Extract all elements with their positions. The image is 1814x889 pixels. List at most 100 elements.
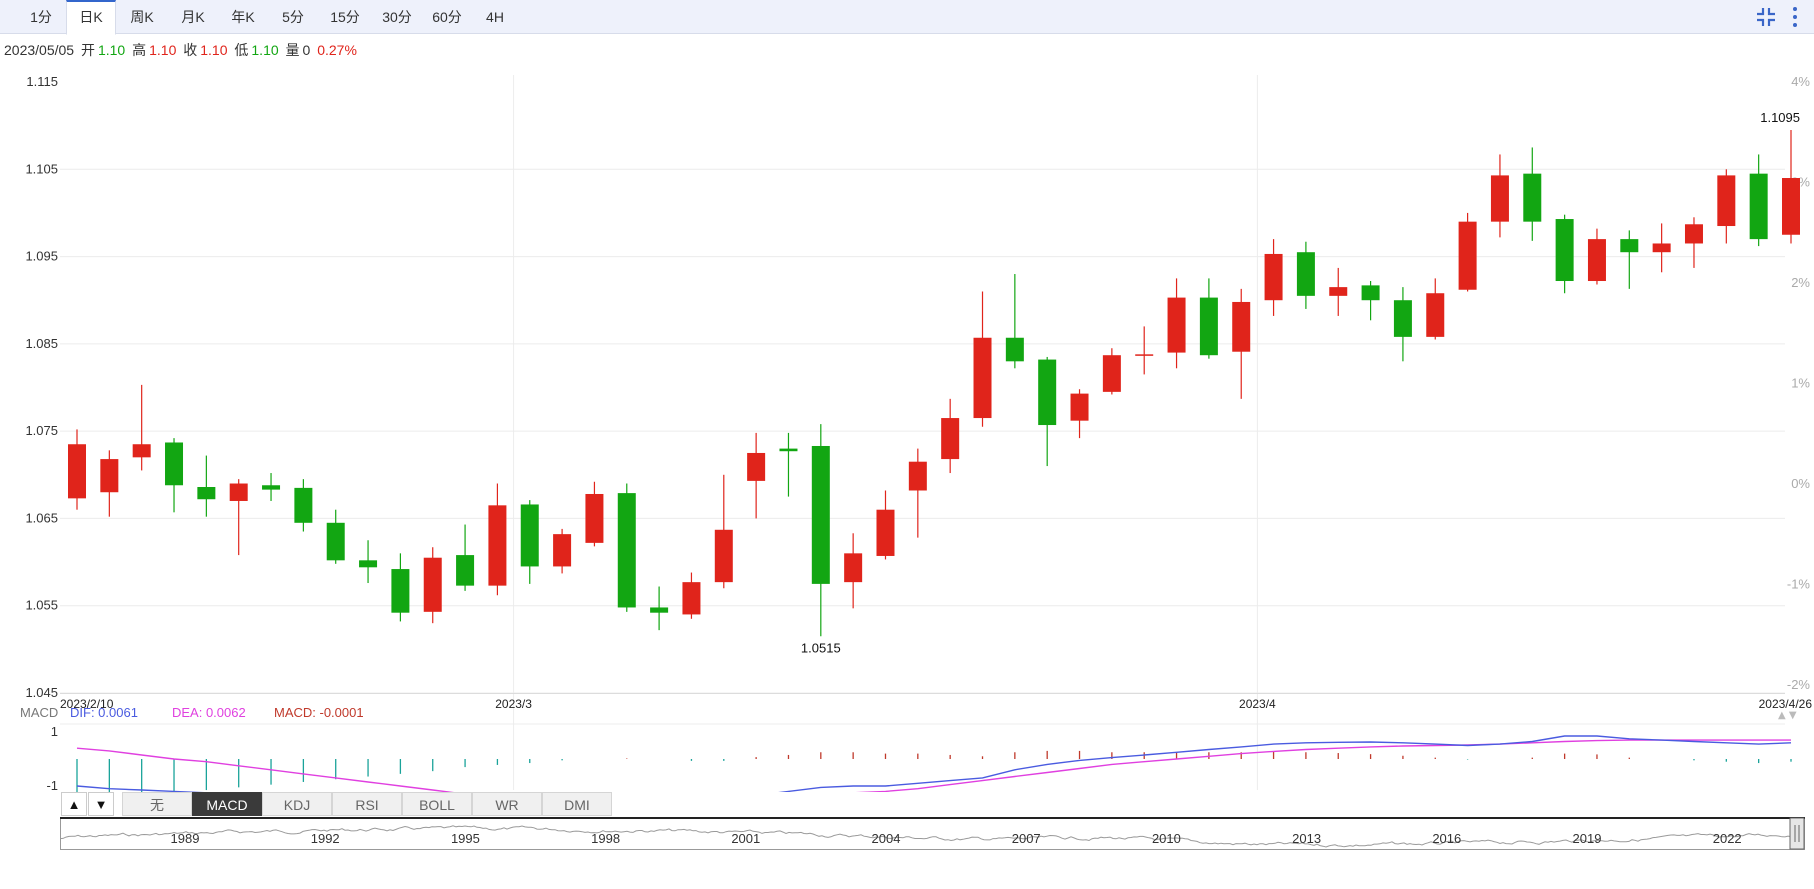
x-axis-label: 2023/4	[1239, 697, 1276, 711]
candle-down	[197, 487, 216, 500]
indicator-tab-rsi[interactable]: RSI	[332, 792, 402, 816]
candle-down	[391, 569, 410, 613]
candle-up	[1684, 224, 1703, 244]
candle-down	[1038, 359, 1057, 426]
scroll-down-button[interactable]: ▼	[88, 792, 114, 816]
macd-y-tick: 1	[51, 724, 58, 739]
navigator-year-label: 1992	[311, 831, 340, 846]
y-tick-label: 1.085	[25, 336, 58, 351]
candle-up	[1652, 243, 1671, 253]
tab-30min[interactable]: 30分	[382, 9, 412, 25]
volume-label: 量	[285, 42, 300, 58]
candle-up	[844, 553, 863, 583]
tab-1min[interactable]: 1分	[30, 9, 52, 25]
candle-up	[682, 582, 701, 615]
candle-up	[1167, 297, 1186, 353]
navigator-year-label: 2001	[731, 831, 760, 846]
candle-down	[520, 504, 539, 567]
navigator-year-label: 2004	[872, 831, 901, 846]
more-vertical-icon[interactable]	[1790, 5, 1800, 29]
candle-down	[262, 485, 281, 490]
candle-down	[1199, 297, 1218, 356]
candle-up	[1458, 221, 1477, 290]
candle-up	[1782, 178, 1800, 235]
candle-up	[1264, 253, 1283, 301]
pct-tick-label: 2%	[1791, 275, 1810, 290]
candle-down	[456, 555, 475, 586]
candle-up	[1102, 355, 1121, 392]
tab-5min[interactable]: 5分	[282, 9, 304, 25]
navigator-year-label: 1995	[451, 831, 480, 846]
navigator-year-label: 2016	[1432, 831, 1461, 846]
candle-up	[876, 509, 895, 556]
y-tick-label: 1.075	[25, 423, 58, 438]
candle-up	[747, 452, 766, 481]
navigator-frame	[60, 817, 1805, 850]
volume-value: 0	[302, 42, 311, 58]
candle-down	[650, 607, 669, 613]
y-tick-label: 1.095	[25, 249, 58, 264]
open-label: 开	[80, 42, 95, 58]
tab-weekly-k[interactable]: 周K	[130, 9, 154, 25]
macd-dif-label: DIF: 0.0061	[70, 705, 138, 720]
navigator-range-handle[interactable]	[1789, 817, 1805, 850]
indicator-tab-none[interactable]: 无	[122, 792, 192, 816]
y-tick-label: 1.105	[25, 161, 58, 176]
macd-dea-label: DEA: 0.0062	[172, 705, 246, 720]
indicator-tab-boll[interactable]: BOLL	[402, 792, 472, 816]
candle-down	[294, 487, 313, 523]
y-tick-label: 1.115	[26, 74, 58, 89]
y-tick-label: 1.055	[25, 598, 58, 613]
candle-up	[1070, 393, 1089, 421]
info-date: 2023/05/05	[4, 42, 75, 58]
candle-up	[585, 493, 604, 543]
indicator-tab-macd[interactable]: MACD	[192, 792, 262, 816]
scroll-up-button[interactable]: ▲	[61, 792, 87, 816]
candle-up	[908, 461, 927, 491]
candle-down	[779, 448, 798, 452]
candle-up	[488, 505, 507, 586]
candle-up	[1490, 175, 1509, 222]
y-tick-label: 1.045	[25, 685, 58, 700]
navigator-year-label: 2007	[1012, 831, 1041, 846]
macd-dif-line	[76, 735, 1792, 792]
tab-yearly-k[interactable]: 年K	[231, 9, 255, 25]
period-tab-bar: 1分 日K 周K 月K 年K 5分 15分 30分 60分 4H	[0, 0, 1814, 35]
tab-4h[interactable]: 4H	[486, 9, 504, 25]
y-tick-label: 1.065	[25, 510, 58, 525]
collapse-icon[interactable]	[1755, 6, 1777, 28]
candle-down	[1296, 252, 1315, 296]
x-axis-label: 2023/2/10	[60, 697, 114, 711]
range-navigator[interactable]: 1989 1992 1995 1998 2001 2004 2007 2010 2013 2016…	[60, 817, 1805, 851]
change-percent: 0.27%	[317, 42, 357, 58]
pct-tick-label: -2%	[1787, 677, 1811, 692]
navigator-year-label: 2013	[1292, 831, 1321, 846]
open-value: 1.10	[97, 42, 126, 58]
tab-60min[interactable]: 60分	[432, 9, 462, 25]
candle-up	[553, 534, 572, 567]
candlestick-chart[interactable]: 1.115 1.105 1.095 1.085 1.075 1.065 1.055 1.045…	[0, 60, 1814, 792]
tab-daily-k[interactable]: 日K	[66, 0, 116, 35]
indicator-tab-wr[interactable]: WR	[472, 792, 542, 816]
indicator-tab-kdj[interactable]: KDJ	[262, 792, 332, 816]
low-value: 1.10	[251, 42, 279, 58]
tab-15min[interactable]: 15分	[330, 9, 360, 25]
macd-value-label: MACD: -0.0001	[274, 705, 364, 720]
pan-arrows-icon: ▲ ▼	[1778, 710, 1797, 721]
tab-monthly-k[interactable]: 月K	[181, 9, 205, 25]
candle-up	[100, 459, 119, 493]
candle-up	[1426, 293, 1445, 337]
candle-down	[1005, 337, 1024, 362]
pct-tick-label: 4%	[1791, 74, 1810, 89]
macd-y-tick: -1	[46, 778, 58, 792]
navigator-year-label: 2022	[1713, 831, 1742, 846]
candle-down	[1555, 219, 1574, 282]
low-label: 低	[234, 42, 249, 58]
navigator-year-label: 2019	[1573, 831, 1602, 846]
high-value: 1.10	[149, 42, 177, 58]
candle-down	[1393, 300, 1412, 337]
indicator-tab-dmi[interactable]: DMI	[542, 792, 612, 816]
macd-panel-label: MACD	[20, 705, 58, 720]
candle-down	[1361, 285, 1380, 301]
